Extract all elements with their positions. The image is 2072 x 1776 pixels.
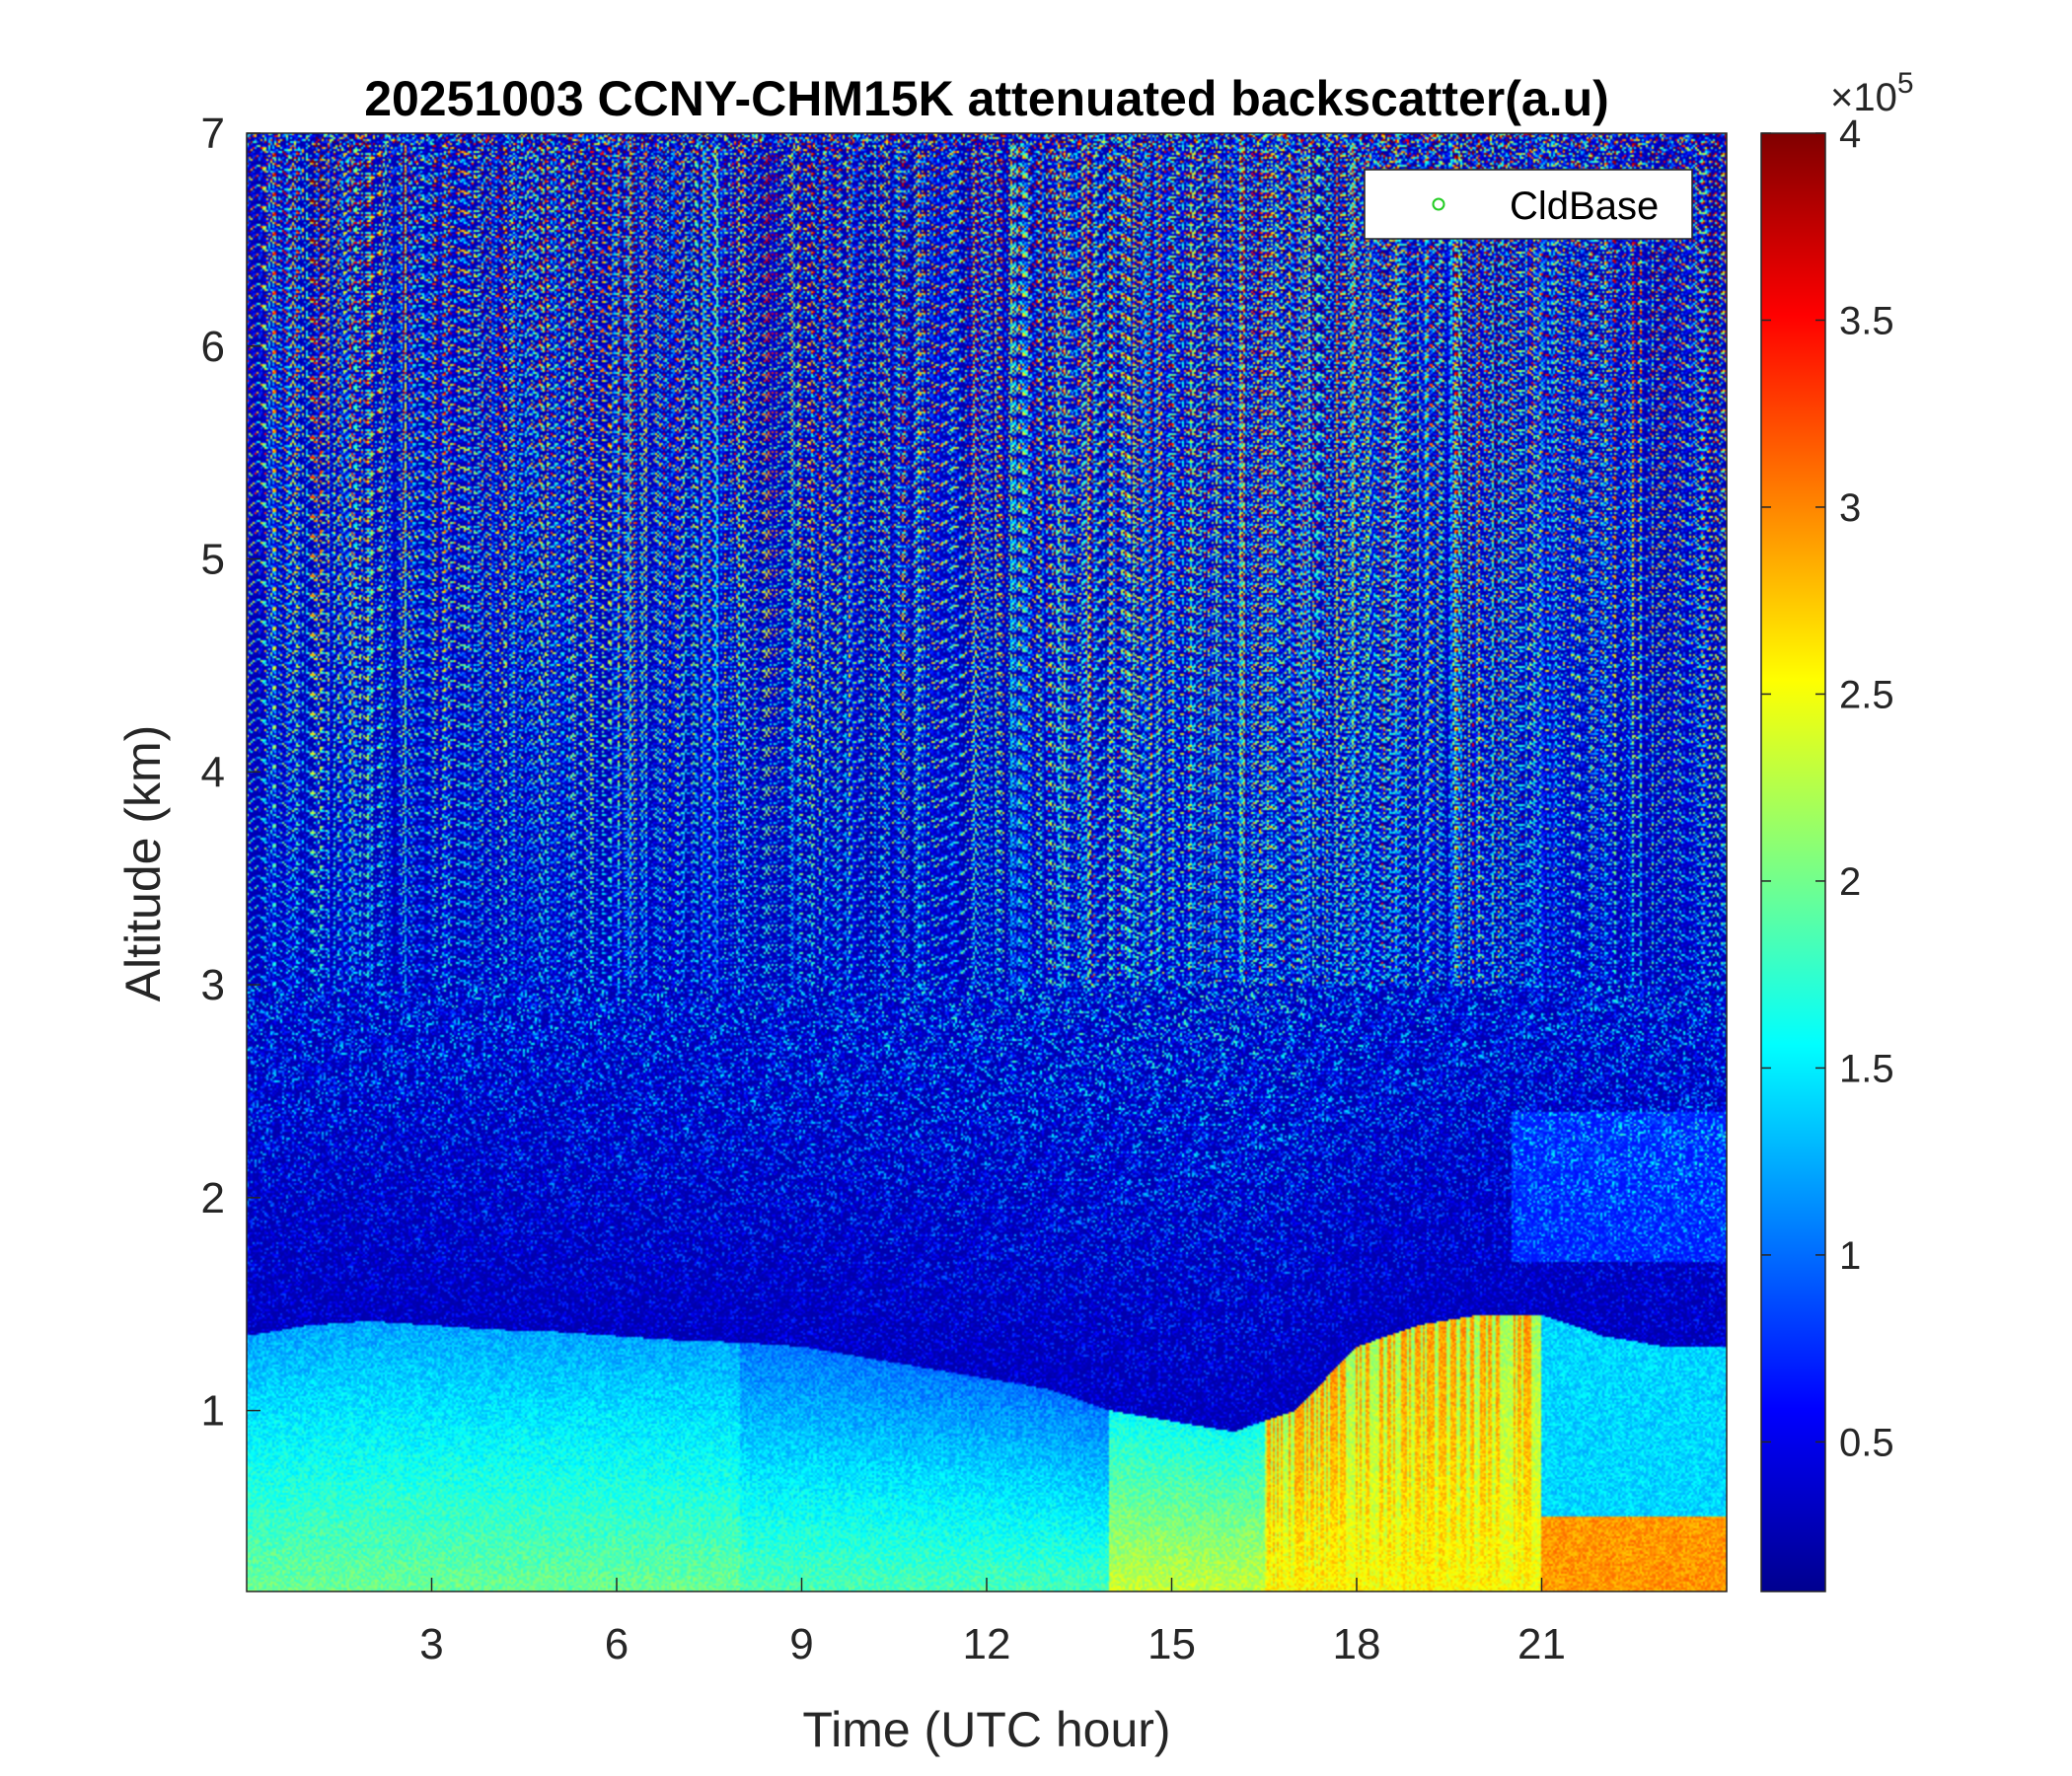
y-axis-label: Altitude (km) [115, 725, 171, 1002]
colorbar-tick-label: 2.5 [1839, 673, 1894, 716]
colorbar [1761, 133, 1825, 1591]
x-tick-label: 18 [1333, 1620, 1381, 1668]
x-tick-label: 3 [419, 1620, 443, 1668]
colorbar-tick-label: 1.5 [1839, 1047, 1894, 1090]
y-tick-label: 6 [201, 323, 225, 371]
y-tick-label: 3 [201, 961, 225, 1009]
y-tick-label: 1 [201, 1387, 225, 1436]
y-tick-label: 7 [201, 110, 225, 158]
heatmap-plot [247, 133, 1727, 1591]
y-tick-label: 5 [201, 536, 225, 584]
x-tick-label: 21 [1517, 1620, 1566, 1668]
colorbar-tick-label: 0.5 [1839, 1421, 1894, 1464]
colorbar-tick-label: 2 [1839, 860, 1861, 904]
x-tick-label: 15 [1147, 1620, 1196, 1668]
colorbar-frame [1760, 132, 1826, 1592]
colorbar-tick-label: 3.5 [1839, 299, 1894, 342]
legend-entry-cldbase: CldBase [1510, 185, 1659, 228]
legend-marker-circle-icon [1432, 197, 1445, 211]
x-tick-label: 6 [605, 1620, 629, 1668]
legend-box [1364, 169, 1693, 240]
x-axis-label: Time (UTC hour) [802, 1702, 1170, 1757]
colorbar-tick-label: 1 [1839, 1234, 1861, 1278]
chart-title: 20251003 CCNY-CHM15K attenuated backscat… [364, 71, 1609, 126]
y-tick-label: 4 [201, 748, 225, 796]
y-tick-label: 2 [201, 1174, 225, 1222]
x-tick-label: 12 [963, 1620, 1011, 1668]
x-axis: 3 6 9 12 15 18 21 [419, 1578, 1566, 1668]
x-tick-label: 9 [789, 1620, 813, 1668]
colorbar-tick-label: 4 [1839, 112, 1861, 156]
colorbar-exponent: ×105 [1830, 67, 1914, 119]
colorbar-tick-label: 3 [1839, 486, 1861, 530]
colorbar-ticks: 0.5 1 1.5 2 2.5 3 3.5 4 [1761, 112, 1894, 1464]
y-axis: 1 2 3 4 5 6 7 [201, 110, 260, 1436]
legend: CldBase [1364, 169, 1693, 240]
